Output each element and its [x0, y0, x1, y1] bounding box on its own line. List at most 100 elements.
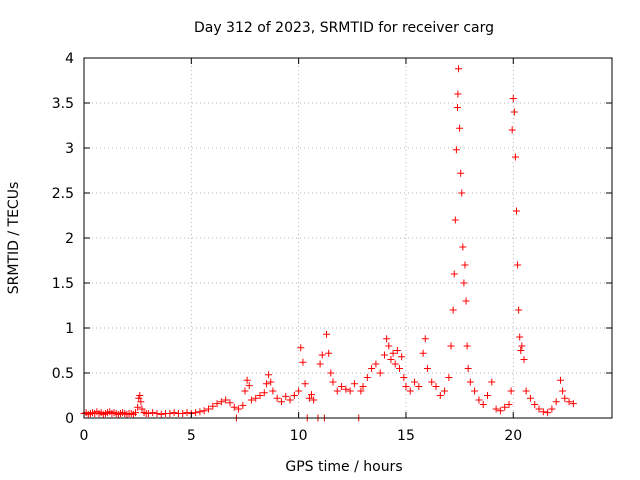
data-point [357, 387, 365, 395]
data-point [265, 371, 273, 379]
grid [84, 58, 612, 418]
data-point [230, 403, 238, 411]
data-point [310, 396, 318, 404]
data-point [282, 392, 290, 400]
data-point [376, 369, 384, 377]
data-point [217, 398, 225, 406]
data-point [267, 378, 275, 386]
data-point [290, 392, 298, 399]
data-point [396, 365, 404, 372]
data-point [323, 330, 331, 338]
x-tick-label: 15 [397, 428, 415, 444]
data-point [213, 400, 221, 408]
data-point [269, 387, 277, 395]
data-point [531, 401, 539, 408]
data-point [406, 387, 414, 395]
y-tick-label: 2 [65, 231, 74, 247]
ticks [83, 57, 612, 419]
data-point [260, 389, 268, 397]
data-point [350, 380, 358, 388]
data-point [548, 405, 556, 413]
data-point [511, 153, 519, 161]
data-point [149, 409, 157, 417]
data-point [455, 65, 463, 73]
chart-title: Day 312 of 2023, SRMTID for receiver car… [194, 20, 494, 36]
data-point [166, 410, 174, 417]
data-point [245, 382, 253, 390]
data-point [461, 261, 469, 269]
data-point [445, 374, 453, 381]
data-point [398, 353, 406, 361]
data-point [458, 189, 466, 197]
data-point [471, 387, 479, 395]
data-point [515, 306, 523, 314]
data-point [535, 405, 543, 413]
data-point [200, 407, 208, 415]
data-point [179, 410, 187, 417]
data-point [522, 387, 530, 395]
data-point [475, 396, 483, 404]
data-point [325, 349, 333, 357]
data-point [457, 169, 465, 177]
data-point [153, 410, 161, 417]
y-tick-labels: 0 0.5 1 1.5 2 2.5 3 3.5 4 [52, 51, 74, 427]
x-tick-labels: 0 5 10 15 20 [80, 428, 523, 444]
data-point [508, 126, 516, 134]
data-point [526, 394, 534, 402]
data-point [363, 374, 371, 381]
data-point [561, 394, 569, 402]
data-point [492, 405, 500, 413]
data-point [464, 365, 472, 372]
data-point [252, 394, 260, 402]
data-point [380, 351, 388, 359]
data-point [389, 349, 397, 357]
data-point [462, 297, 470, 305]
data-point [460, 279, 468, 287]
data-point [512, 207, 520, 215]
data-point [342, 385, 350, 393]
data-point [402, 383, 410, 390]
data-point [463, 342, 471, 350]
y-tick-label: 0.5 [52, 366, 74, 382]
data-point [138, 405, 146, 413]
y-tick-label: 0 [65, 411, 74, 427]
data-point [496, 407, 504, 415]
data-point [517, 347, 525, 354]
data-point [137, 398, 145, 406]
data-point [239, 401, 247, 409]
data-point [415, 383, 423, 390]
data-point [235, 405, 243, 413]
data-point [387, 356, 395, 363]
data-point [132, 409, 140, 417]
data-point [510, 108, 518, 116]
data-point [419, 349, 427, 357]
data-point [432, 383, 440, 390]
data-point [453, 104, 461, 111]
y-tick-label: 1 [65, 321, 74, 337]
data-point [450, 270, 458, 278]
data-point [552, 398, 560, 406]
x-tick-label: 20 [504, 428, 522, 444]
data-point [277, 398, 285, 406]
data-point [454, 90, 462, 98]
data-point [209, 402, 217, 410]
data-point [383, 335, 391, 343]
data-point [338, 383, 346, 390]
data-point [243, 376, 251, 384]
data-point [451, 216, 459, 224]
data-point [452, 146, 460, 154]
data-point [333, 387, 341, 395]
data-point [346, 387, 354, 395]
data-point [308, 391, 316, 399]
x-axis-label: GPS time / hours [285, 459, 402, 475]
data-point [400, 374, 408, 381]
data-point [423, 365, 431, 372]
data-point [569, 400, 577, 408]
x-tick-label: 5 [187, 428, 196, 444]
data-point [226, 399, 234, 407]
data-point [501, 403, 509, 411]
data-point [421, 335, 429, 343]
x-tick-label: 10 [290, 428, 308, 444]
data-point [316, 360, 324, 368]
